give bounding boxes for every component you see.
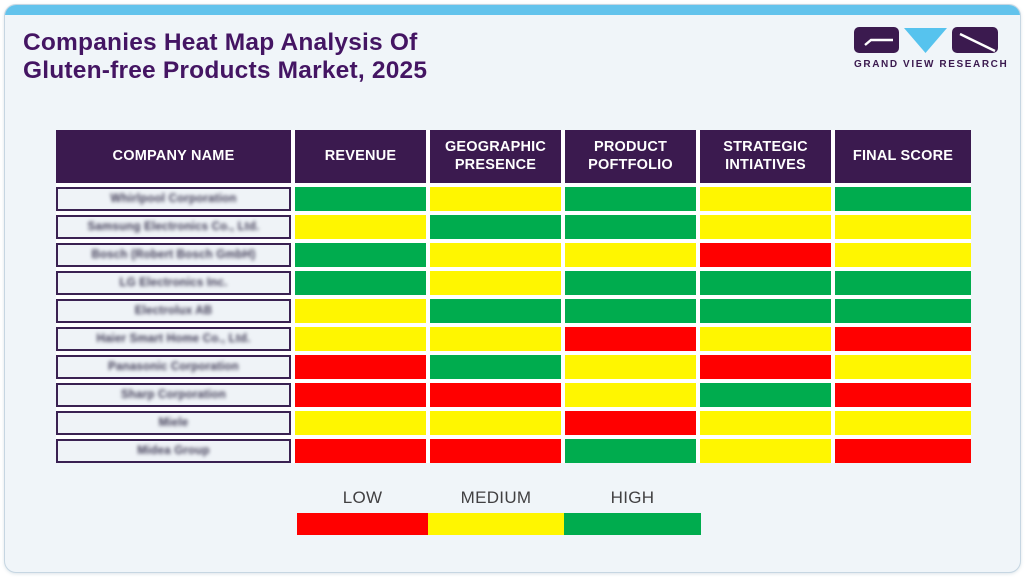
- legend-swatch-medium: [428, 513, 564, 535]
- heat-cell-high: [295, 243, 426, 267]
- company-name-label: Haier Smart Home Co., Ltd.: [96, 333, 251, 345]
- heat-cell-low: [700, 355, 831, 379]
- heat-cell-high: [565, 187, 696, 211]
- heatmap-grid: COMPANY NAME REVENUE GEOGRAPHIC PRESENCE…: [56, 130, 971, 463]
- heat-cell-high: [700, 299, 831, 323]
- legend-color-bar: [297, 513, 701, 535]
- legend-labels: LOW MEDIUM HIGH: [297, 486, 701, 510]
- heat-cell-medium: [565, 383, 696, 407]
- company-name-cell: LG Electronics Inc.: [56, 271, 291, 295]
- company-name-cell: Sharp Corporation: [56, 383, 291, 407]
- heat-cell-medium: [295, 327, 426, 351]
- heat-cell-medium: [430, 327, 561, 351]
- column-header-company-name: COMPANY NAME: [56, 130, 291, 183]
- heat-cell-medium: [565, 243, 696, 267]
- company-name-cell: Whirlpool Corporation: [56, 187, 291, 211]
- heat-cell-medium: [700, 327, 831, 351]
- heat-cell-high: [430, 299, 561, 323]
- gvr-logo-icon: [854, 27, 998, 53]
- heat-cell-medium: [295, 411, 426, 435]
- company-name-cell: Samsung Electronics Co., Ltd.: [56, 215, 291, 239]
- heat-cell-low: [565, 327, 696, 351]
- company-name-cell: Midea Group: [56, 439, 291, 463]
- heat-cell-low: [835, 383, 971, 407]
- heat-cell-high: [565, 299, 696, 323]
- heat-cell-high: [565, 439, 696, 463]
- company-name-label: Miele: [158, 417, 189, 429]
- heat-cell-medium: [835, 411, 971, 435]
- company-name-label: Bosch (Robert Bosch GmbH): [91, 249, 256, 261]
- company-name-label: Whirlpool Corporation: [110, 193, 237, 205]
- page-title-line2: Gluten-free Products Market, 2025: [23, 57, 428, 84]
- heat-cell-medium: [430, 243, 561, 267]
- column-header-revenue: REVENUE: [295, 130, 426, 183]
- heat-cell-medium: [835, 355, 971, 379]
- company-name-cell: Panasonic Corporation: [56, 355, 291, 379]
- heat-cell-high: [295, 271, 426, 295]
- company-name-label: Panasonic Corporation: [108, 361, 239, 373]
- heat-cell-medium: [430, 187, 561, 211]
- company-name-label: Midea Group: [137, 445, 210, 457]
- legend-label-high: HIGH: [610, 488, 655, 507]
- grand-view-research-logo: GRAND VIEW RESEARCH: [854, 27, 1009, 70]
- report-card: Companies Heat Map Analysis Of Gluten-fr…: [4, 4, 1021, 573]
- heat-cell-high: [430, 215, 561, 239]
- heat-cell-medium: [700, 215, 831, 239]
- heat-cell-medium: [835, 215, 971, 239]
- heat-cell-medium: [835, 243, 971, 267]
- heat-cell-low: [295, 355, 426, 379]
- heat-cell-high: [295, 187, 426, 211]
- column-header-geographic-presence: GEOGRAPHIC PRESENCE: [430, 130, 561, 183]
- column-header-strategic-initiatives: STRATEGIC INTIATIVES: [700, 130, 831, 183]
- company-name-cell: Electrolux AB: [56, 299, 291, 323]
- column-header-product-portfolio: PRODUCT POFTFOLIO: [565, 130, 696, 183]
- company-name-label: Sharp Corporation: [121, 389, 226, 401]
- heat-cell-high: [565, 271, 696, 295]
- page-title-line1: Companies Heat Map Analysis Of: [23, 29, 418, 56]
- heat-cell-low: [430, 439, 561, 463]
- legend-swatch-high: [564, 513, 701, 535]
- heat-cell-low: [565, 411, 696, 435]
- heat-cell-low: [295, 383, 426, 407]
- top-accent-bar: [5, 5, 1020, 15]
- company-name-label: Samsung Electronics Co., Ltd.: [87, 221, 260, 233]
- heat-cell-medium: [700, 439, 831, 463]
- page-title: Companies Heat Map Analysis Of Gluten-fr…: [23, 29, 427, 85]
- heat-cell-high: [835, 187, 971, 211]
- company-name-cell: Bosch (Robert Bosch GmbH): [56, 243, 291, 267]
- heat-cell-high: [430, 355, 561, 379]
- heat-cell-low: [835, 439, 971, 463]
- legend-label-medium: MEDIUM: [460, 488, 532, 507]
- logo-wordmark: GRAND VIEW RESEARCH: [854, 59, 1009, 70]
- heat-cell-high: [835, 299, 971, 323]
- heat-cell-low: [430, 383, 561, 407]
- heat-cell-low: [295, 439, 426, 463]
- heat-cell-medium: [565, 355, 696, 379]
- legend-label-low: LOW: [342, 488, 383, 507]
- heat-cell-medium: [700, 411, 831, 435]
- heat-cell-high: [700, 271, 831, 295]
- company-name-cell: Haier Smart Home Co., Ltd.: [56, 327, 291, 351]
- heat-cell-medium: [430, 411, 561, 435]
- heat-cell-low: [835, 327, 971, 351]
- column-header-final-score: FINAL SCORE: [835, 130, 971, 183]
- heat-cell-medium: [295, 299, 426, 323]
- company-name-label: LG Electronics Inc.: [119, 277, 228, 289]
- heat-cell-high: [700, 383, 831, 407]
- heat-cell-high: [835, 271, 971, 295]
- heat-cell-medium: [295, 215, 426, 239]
- heat-cell-high: [565, 215, 696, 239]
- company-name-label: Electrolux AB: [134, 305, 213, 317]
- heat-cell-medium: [430, 271, 561, 295]
- legend: LOW MEDIUM HIGH: [297, 486, 701, 535]
- heat-cell-medium: [700, 187, 831, 211]
- company-name-cell: Miele: [56, 411, 291, 435]
- legend-swatch-low: [297, 513, 428, 535]
- heat-cell-low: [700, 243, 831, 267]
